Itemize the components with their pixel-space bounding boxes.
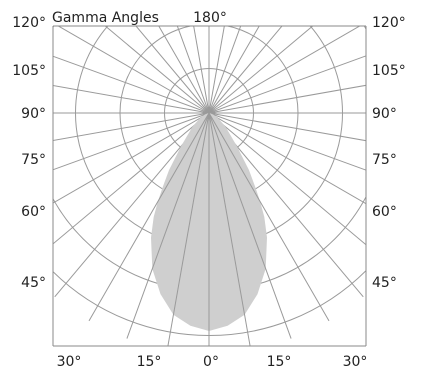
grid-spoke-120 bbox=[208, 26, 361, 114]
grid-spoke-160 bbox=[208, 26, 242, 114]
grid-spoke-250 bbox=[53, 55, 210, 114]
grid-spoke-240 bbox=[57, 26, 210, 114]
grid-spoke-200 bbox=[176, 26, 210, 114]
grid-spoke-80 bbox=[208, 112, 366, 142]
top-center-label: 180° bbox=[193, 10, 227, 26]
left-angle-label: 90° bbox=[21, 106, 46, 122]
grid-spoke-130 bbox=[208, 26, 314, 114]
left-angle-labels: 120° 105° 90° 75° 60° 45° bbox=[12, 15, 46, 291]
polar-grid bbox=[53, 26, 366, 336]
chart-title: Gamma Angles bbox=[52, 10, 159, 26]
grid-spoke-300 bbox=[53, 112, 210, 204]
grid-spoke-290 bbox=[53, 112, 210, 171]
polar-grid-overlay bbox=[88, 112, 330, 346]
grid-spoke-150 bbox=[208, 26, 260, 114]
grid-spoke-10 bbox=[208, 112, 251, 346]
bottom-angle-label: 30° bbox=[57, 354, 82, 370]
grid-spoke-280 bbox=[53, 112, 210, 142]
bottom-angle-labels: 30° 15° 0° 15° 30° bbox=[57, 354, 368, 370]
grid-spoke-330 bbox=[88, 112, 210, 322]
grid-spoke-340 bbox=[126, 112, 210, 339]
right-angle-label: 120° bbox=[372, 15, 406, 31]
left-angle-label: 45° bbox=[21, 275, 46, 291]
bottom-angle-label: 15° bbox=[267, 354, 292, 370]
right-angle-label: 90° bbox=[372, 106, 397, 122]
grid-spoke-350 bbox=[167, 112, 210, 346]
left-angle-label: 60° bbox=[21, 204, 46, 220]
grid-spoke-140 bbox=[208, 26, 283, 114]
left-angle-label: 75° bbox=[21, 152, 46, 168]
bottom-angle-label: 15° bbox=[137, 354, 162, 370]
bottom-angle-label: 0° bbox=[203, 354, 219, 370]
grid-spoke-60 bbox=[208, 112, 366, 205]
grid-spoke-190 bbox=[193, 26, 210, 114]
grid-spoke-260 bbox=[53, 84, 210, 114]
grid-spoke-50 bbox=[208, 112, 366, 246]
grid-spoke-230 bbox=[104, 26, 210, 114]
grid-spoke-20 bbox=[208, 112, 292, 339]
right-angle-label: 105° bbox=[372, 63, 406, 79]
grid-spoke-30 bbox=[208, 112, 330, 322]
left-angle-label: 120° bbox=[12, 15, 46, 31]
grid-spoke-170 bbox=[208, 26, 225, 114]
grid-spoke-210 bbox=[158, 26, 210, 114]
grid-spoke-100 bbox=[208, 84, 366, 114]
grid-spoke-310 bbox=[53, 112, 210, 245]
right-angle-label: 60° bbox=[372, 204, 397, 220]
grid-spoke-70 bbox=[208, 112, 366, 171]
right-angle-labels: 120° 105° 90° 75° 60° 45° bbox=[372, 15, 406, 291]
bottom-angle-label: 30° bbox=[343, 354, 368, 370]
left-angle-label: 105° bbox=[12, 63, 46, 79]
grid-spoke-220 bbox=[135, 26, 210, 114]
right-angle-label: 45° bbox=[372, 275, 397, 291]
right-angle-label: 75° bbox=[372, 152, 397, 168]
grid-spoke-110 bbox=[208, 55, 366, 114]
